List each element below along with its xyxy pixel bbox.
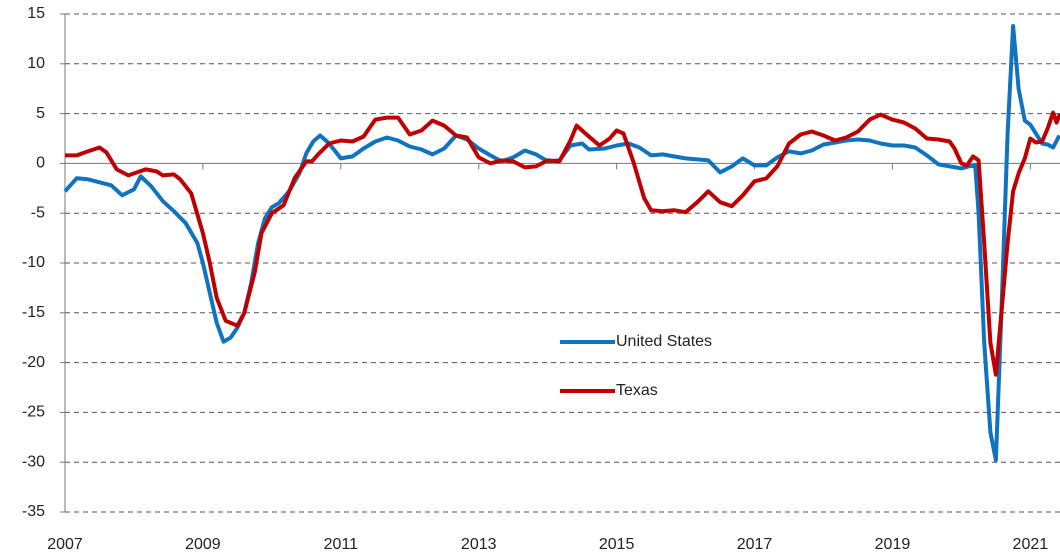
- y-tick-label: 0: [36, 155, 45, 172]
- legend-label: Texas: [616, 382, 658, 399]
- x-tick-label: 2017: [737, 536, 773, 553]
- x-tick-label: 2011: [324, 536, 359, 553]
- legend: United States Texas: [560, 333, 712, 399]
- lines: [63, 24, 1060, 463]
- x-tick-label: 2007: [47, 536, 83, 553]
- y-tick-label: -15: [22, 304, 45, 321]
- y-tick-label: -10: [22, 254, 45, 271]
- y-tick-label: 5: [36, 105, 45, 122]
- y-tick-label: 10: [27, 55, 45, 72]
- x-tick-label: 2009: [185, 536, 221, 553]
- y-tick-label: -35: [22, 503, 45, 520]
- x-tick-label: 2013: [461, 536, 497, 553]
- x-tick-label: 2021: [1013, 536, 1049, 553]
- y-tick-label: 15: [27, 5, 45, 22]
- x-tick-label: 2019: [875, 536, 911, 553]
- y-tick-label: -30: [22, 453, 45, 470]
- grid: -35 -30 -25 -20 -15 -10 -5 0 5 10 15 2007 2009 2011 20…: [22, 5, 1060, 553]
- series-line: [65, 110, 1060, 377]
- y-tick-label: -20: [22, 354, 45, 371]
- x-tick-label: 2015: [599, 536, 635, 553]
- series-line: [63, 24, 1060, 463]
- y-tick-label: -25: [22, 404, 45, 421]
- y-tick-label: -5: [31, 204, 45, 221]
- legend-label: United States: [616, 333, 712, 350]
